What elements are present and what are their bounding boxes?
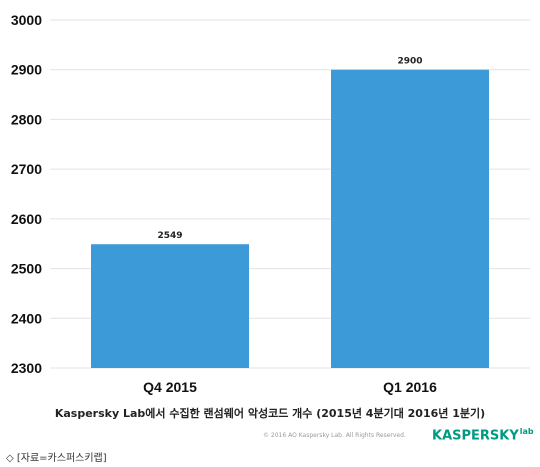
bar-chart: 2300 2400 2500 2600 2700 2800 2900 3000 2549 290… <box>11 12 530 395</box>
bars <box>91 69 489 368</box>
y-tick-label: 2300 <box>11 360 42 376</box>
data-label: 2549 <box>157 231 182 241</box>
y-axis-tick-labels: 2300 2400 2500 2600 2700 2800 2900 3000 <box>11 12 42 376</box>
bar <box>91 244 249 368</box>
bar <box>331 69 489 368</box>
copyright-notice: © 2016 AO Kaspersky Lab. All Rights Rese… <box>263 432 406 439</box>
x-axis-tick-labels: Q4 2015 Q1 2016 <box>143 379 437 395</box>
data-labels: 2549 2900 <box>157 57 422 241</box>
x-tick-label: Q4 2015 <box>143 379 197 395</box>
logo-suffix: lab <box>519 427 534 436</box>
y-tick-label: 2800 <box>11 111 42 127</box>
data-label: 2900 <box>397 57 422 67</box>
y-tick-label: 2900 <box>11 62 42 78</box>
y-tick-label: 2400 <box>11 310 42 326</box>
logo-text: KASPERSKY <box>432 428 519 444</box>
chart-title: Kaspersky Lab에서 수집한 랜섬웨어 악성코드 개수 (2015년 … <box>54 407 486 420</box>
x-tick-label: Q1 2016 <box>383 379 437 395</box>
y-tick-label: 2600 <box>11 211 42 227</box>
y-tick-label: 2500 <box>11 261 42 277</box>
y-tick-label: 3000 <box>11 12 42 28</box>
y-tick-label: 2700 <box>11 161 42 177</box>
source-credit: ◇ [자료=카스퍼스키랩] <box>6 453 107 464</box>
kaspersky-logo: KASPERSKYlab <box>432 427 534 443</box>
